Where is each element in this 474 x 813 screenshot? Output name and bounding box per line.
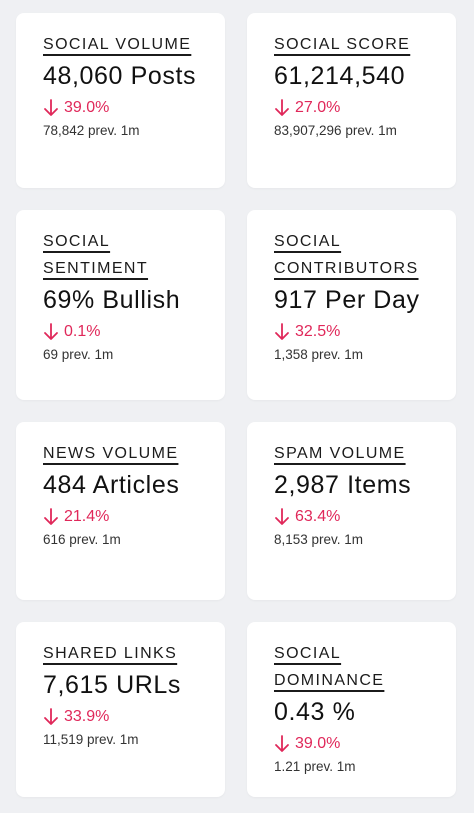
- metric-value: 484 Articles: [43, 471, 180, 499]
- metric-previous: 78,842 prev. 1m: [43, 123, 140, 138]
- metric-previous: 1,358 prev. 1m: [274, 347, 364, 362]
- metric-card: SPAM VOLUME 2,987 Items 63.4% 8,153 prev. 1…: [247, 422, 456, 600]
- metric-value: 48,060 Posts: [43, 62, 197, 90]
- metric-card: SOCIAL SENTIMENT 69% Bullish 0.1% 69 prev. …: [16, 210, 225, 400]
- metric-change: 63.4%: [274, 506, 456, 528]
- metric-value: 2,987 Items: [274, 471, 412, 499]
- metric-card: SHARED LINKS 7,615 URLs 33.9% 11,519 prev. …: [16, 622, 225, 797]
- metric-change: 21.4%: [43, 506, 225, 528]
- down-arrow: [44, 323, 58, 340]
- metric-title: SOCIAL CONTRIBUTORS: [274, 233, 419, 277]
- down-arrow: [275, 323, 289, 340]
- metric-change: 39.0%: [274, 733, 456, 755]
- metric-title: SHARED LINKS: [43, 645, 178, 662]
- down-arrow: [275, 735, 289, 752]
- down-arrow: [275, 508, 289, 525]
- metric-value: 917 Per Day: [274, 286, 420, 314]
- metric-change: 39.0%: [43, 97, 225, 119]
- change-value: 32.5%: [295, 323, 341, 340]
- metric-card: SOCIAL DOMINANCE 0.43 % 39.0% 1.21 prev. 1m: [247, 622, 456, 797]
- change-value: 33.9%: [64, 708, 110, 725]
- metric-previous: 83,907,296 prev. 1m: [274, 123, 397, 138]
- metric-previous: 1.21 prev. 1m: [274, 759, 356, 774]
- metric-value: 61,214,540: [274, 62, 406, 90]
- metric-value: 69% Bullish: [43, 286, 181, 314]
- change-value: 39.0%: [64, 99, 110, 116]
- metric-card: SOCIAL VOLUME 48,060 Posts 39.0% 78,842 pre…: [16, 13, 225, 188]
- metric-title: NEWS VOLUME: [43, 445, 179, 462]
- metric-title: SPAM VOLUME: [274, 445, 406, 462]
- change-value: 39.0%: [295, 735, 341, 752]
- metric-value: 7,615 URLs: [43, 671, 182, 699]
- change-value: 21.4%: [64, 508, 110, 525]
- metric-change: 27.0%: [274, 97, 456, 119]
- metric-previous: 11,519 prev. 1m: [43, 732, 139, 747]
- change-value: 63.4%: [295, 508, 341, 525]
- metric-change: 0.1%: [43, 321, 225, 343]
- metric-previous: 8,153 prev. 1m: [274, 532, 364, 547]
- metric-title: SOCIAL DOMINANCE: [274, 645, 385, 689]
- change-value: 27.0%: [295, 99, 341, 116]
- metric-title: SOCIAL VOLUME: [43, 36, 192, 53]
- down-arrow: [44, 99, 58, 116]
- change-value: 0.1%: [64, 323, 101, 340]
- metric-card: NEWS VOLUME 484 Articles 21.4% 616 prev. 1m: [16, 422, 225, 600]
- metric-change: 32.5%: [274, 321, 456, 343]
- down-arrow: [44, 708, 58, 725]
- down-arrow: [275, 99, 289, 116]
- down-arrow: [44, 508, 58, 525]
- metric-previous: 69 prev. 1m: [43, 347, 114, 362]
- metric-title: SOCIAL SENTIMENT: [43, 233, 149, 277]
- metric-value: 0.43 %: [274, 698, 356, 726]
- metric-title: SOCIAL SCORE: [274, 36, 411, 53]
- metric-card: SOCIAL SCORE 61,214,540 27.0% 83,907,296 pr…: [247, 13, 456, 188]
- metric-previous: 616 prev. 1m: [43, 532, 121, 547]
- metric-card: SOCIAL CONTRIBUTORS 917 Per Day 32.5% 1,358…: [247, 210, 456, 400]
- metric-change: 33.9%: [43, 706, 225, 728]
